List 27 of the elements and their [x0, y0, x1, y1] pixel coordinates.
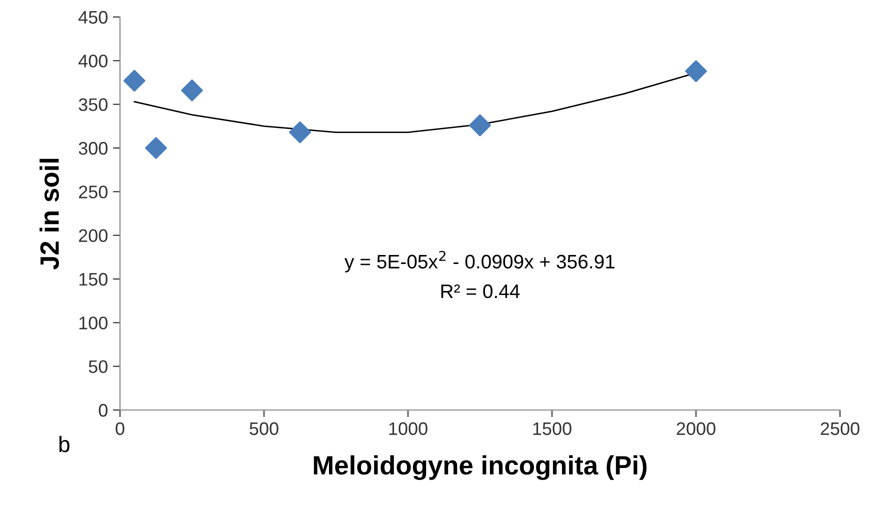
y-tick-label: 450	[78, 10, 108, 24]
y-tick-label: 400	[78, 54, 108, 68]
y-axis-title: J2 in soil	[40, 158, 59, 270]
x-tick-label: 2500	[820, 422, 860, 436]
y-tick-label: 350	[78, 98, 108, 112]
point	[289, 121, 311, 144]
y-tick-label: 200	[78, 229, 108, 242]
annotation: R² = 0.44	[441, 284, 520, 298]
y-tick-label: 0	[98, 404, 108, 417]
x-tick-label: 500	[250, 422, 278, 436]
x-tick-label: 1000	[389, 422, 428, 436]
x-axis-title: Meloidogyne incognita (Pi)	[314, 455, 647, 480]
y-tick-label: 300	[78, 142, 108, 155]
annotation: y = 5E-05x$^{2}$ - 0.0909x + 356.91	[344, 250, 614, 272]
y-tick-label: 250	[78, 186, 108, 198]
point	[123, 70, 146, 92]
x-tick-label: 2000	[676, 422, 716, 436]
y-tick-label: 100	[79, 316, 108, 330]
point	[181, 79, 203, 102]
x-tick-label: 1500	[533, 422, 572, 436]
y-tick-label: 50	[88, 360, 108, 374]
point	[685, 60, 707, 82]
point	[145, 137, 167, 159]
x-tick-label: 0	[116, 422, 124, 436]
y-tick-label: 150	[79, 272, 108, 286]
text: b	[59, 436, 70, 452]
point	[469, 114, 491, 136]
